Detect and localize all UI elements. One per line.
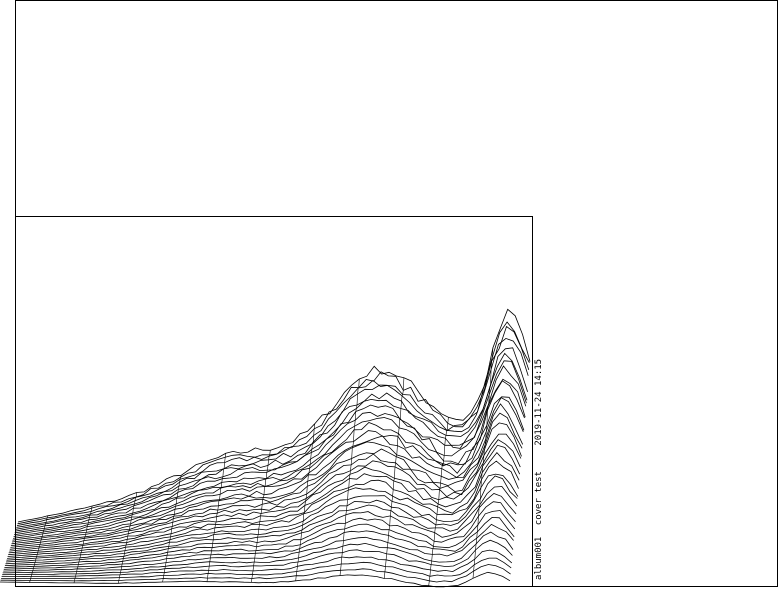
waterfall-trace	[9, 433, 522, 550]
waterfall-trace	[14, 360, 527, 534]
waterfall-column	[251, 450, 271, 583]
waterfall-trace	[12, 396, 525, 541]
waterfall-trace	[8, 444, 521, 554]
waterfall-lines	[0, 308, 531, 588]
waterfall-trace	[1, 557, 512, 579]
waterfall-trace	[17, 321, 530, 525]
waterfall-column	[118, 492, 137, 584]
waterfall-column	[295, 423, 316, 581]
waterfall-trace	[4, 510, 516, 568]
waterfall-column	[384, 377, 405, 579]
caption-subject: cover test	[534, 471, 544, 525]
waterfall-column	[206, 453, 227, 582]
waterfall-trace	[2, 539, 513, 576]
waterfall-trace	[1, 549, 513, 577]
waterfall-trace	[15, 347, 528, 530]
waterfall-trace	[7, 460, 519, 557]
waterfall-trace	[10, 422, 522, 548]
waterfall-trace	[4, 501, 516, 566]
waterfall-trace	[9, 439, 521, 552]
waterfall-trace	[2, 531, 514, 574]
waterfall-column	[472, 347, 494, 579]
waterfall-trace	[13, 378, 526, 537]
caption-album: album001	[534, 537, 544, 580]
waterfall-column	[29, 515, 48, 583]
waterfall-trace	[16, 337, 529, 528]
waterfall-trace	[7, 473, 519, 559]
waterfall-column	[428, 417, 449, 586]
waterfall-trace	[14, 365, 527, 536]
waterfall-trace	[0, 571, 511, 588]
waterfall-trace	[10, 412, 523, 546]
waterfall-trace	[0, 564, 511, 583]
waterfall-trace	[17, 308, 531, 523]
waterfall-column	[339, 378, 360, 576]
waterfall-trace	[6, 475, 518, 561]
waterfall-trace	[16, 325, 530, 526]
caption-label: album001 cover test 2019-11-24 14:15	[534, 359, 544, 580]
waterfall-trace	[3, 523, 514, 572]
waterfall-column	[162, 475, 182, 583]
waterfall-column	[73, 505, 93, 583]
waterfall-trace	[8, 451, 520, 556]
waterfall-trace	[11, 397, 524, 543]
inner-frame	[15, 216, 533, 587]
waterfall-trace	[15, 352, 528, 532]
waterfall-trace	[3, 516, 515, 570]
waterfall-trace	[5, 486, 518, 563]
waterfall-trace	[5, 493, 517, 565]
waterfall-trace	[13, 380, 525, 539]
caption-timestamp: 2019-11-24 14:15	[534, 359, 544, 446]
waterfall-trace	[11, 403, 524, 545]
